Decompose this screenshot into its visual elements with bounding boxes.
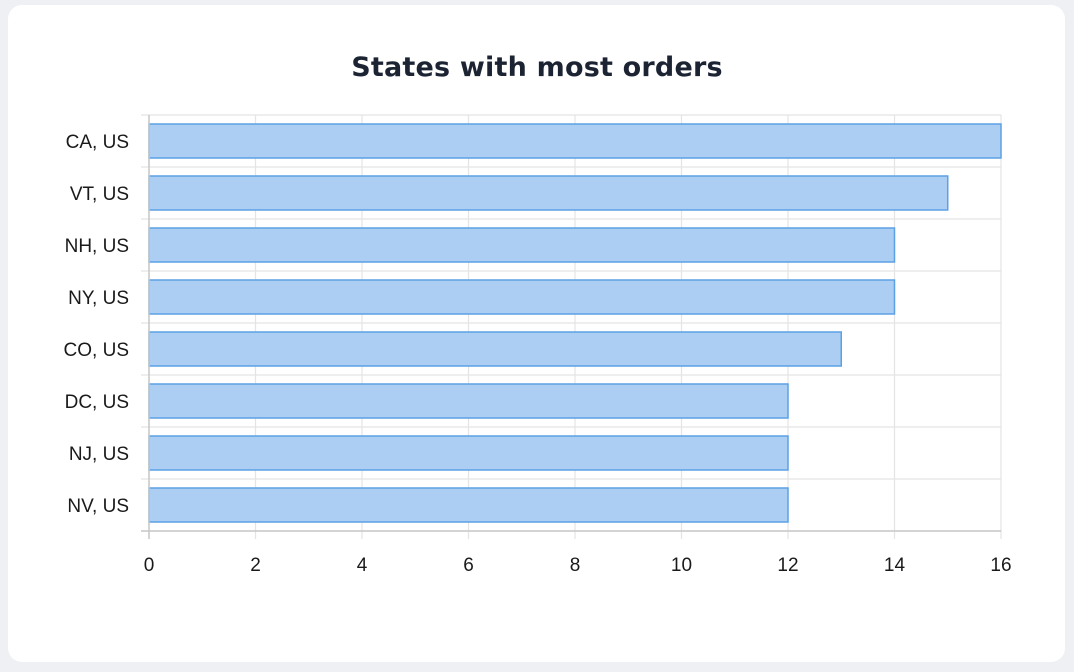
chart-title: States with most orders bbox=[351, 52, 723, 83]
y-tick-label: NV, US bbox=[67, 496, 129, 517]
x-tick-label: 8 bbox=[570, 555, 581, 576]
x-tick-label: 14 bbox=[884, 555, 906, 576]
x-tick-label: 0 bbox=[144, 555, 155, 576]
x-tick-label: 12 bbox=[777, 555, 798, 576]
bars bbox=[148, 123, 1002, 523]
x-tick-label: 6 bbox=[463, 555, 474, 576]
bar bbox=[148, 175, 949, 211]
bar bbox=[148, 123, 1002, 159]
x-axis-labels: 0 2 4 6 8 10 12 14 16 bbox=[144, 555, 1012, 576]
bar bbox=[148, 487, 789, 523]
bar bbox=[148, 331, 842, 367]
y-tick-label: NY, US bbox=[68, 288, 129, 309]
x-tick-label: 2 bbox=[250, 555, 261, 576]
y-tick-label: DC, US bbox=[65, 392, 129, 413]
y-tick-label: CA, US bbox=[66, 132, 129, 153]
y-tick-label: VT, US bbox=[70, 184, 129, 205]
y-tick-label: CO, US bbox=[64, 340, 129, 361]
x-tick-label: 10 bbox=[671, 555, 692, 576]
y-tick-label: NH, US bbox=[65, 236, 129, 257]
bar bbox=[148, 435, 789, 471]
bar bbox=[148, 383, 789, 419]
axes bbox=[141, 115, 1001, 539]
x-tick-label: 4 bbox=[357, 555, 368, 576]
y-tick-label: NJ, US bbox=[69, 444, 129, 465]
bar bbox=[148, 279, 896, 315]
bar bbox=[148, 227, 896, 263]
y-axis-labels: CA, US VT, US NH, US NY, US CO, US DC, US NJ, … bbox=[64, 132, 129, 517]
x-tick-label: 16 bbox=[990, 555, 1011, 576]
